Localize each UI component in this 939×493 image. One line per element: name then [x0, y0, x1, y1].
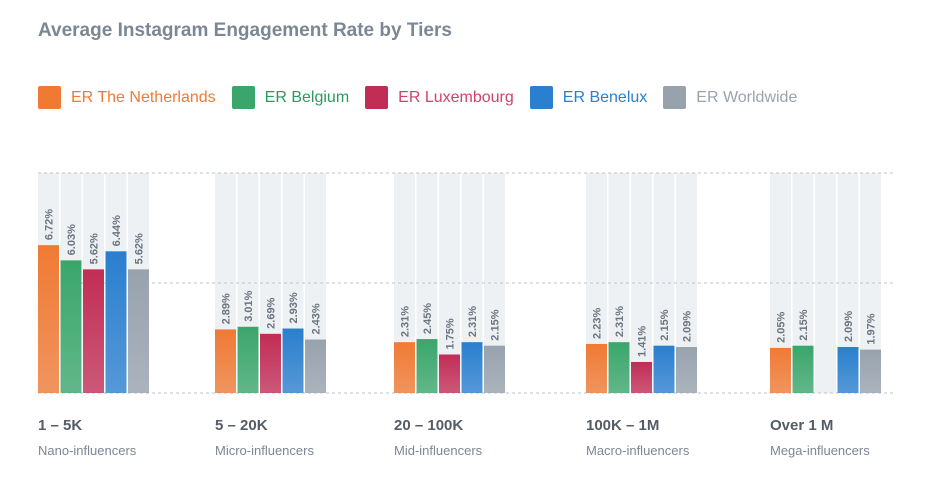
legend-label: ER Luxembourg — [398, 88, 514, 106]
legend-item: ER Belgium — [231, 86, 350, 109]
bar — [260, 333, 281, 393]
bar — [631, 361, 652, 393]
legend-label: ER Benelux — [562, 88, 648, 106]
data-label: 2.43% — [311, 303, 323, 334]
legend-label: ER The Netherlands — [71, 88, 216, 106]
chart-title: Average Instagram Engagement Rate by Tie… — [38, 20, 452, 41]
data-label: 6.03% — [66, 224, 78, 255]
bar — [215, 329, 236, 393]
category-sublabel: Macro-influencers — [586, 443, 690, 458]
bar — [128, 269, 149, 393]
bar-track — [416, 173, 438, 393]
legend-item: ER Worldwide — [663, 86, 797, 109]
bar-track — [770, 173, 791, 393]
category-sublabel: Mid-influencers — [394, 443, 483, 458]
data-label: 2.89% — [221, 293, 233, 324]
data-label: 2.15% — [798, 309, 810, 340]
data-label: 6.44% — [111, 215, 123, 246]
legend: ER The Netherlands ER Belgium ER Luxembour… — [38, 86, 813, 109]
bar — [837, 347, 859, 393]
bar — [586, 343, 607, 393]
category-sublabel: Nano-influencers — [38, 443, 137, 458]
legend-swatch — [529, 86, 553, 109]
bar — [770, 347, 791, 393]
data-label: 5.62% — [89, 233, 101, 264]
bar — [676, 347, 697, 393]
legend-swatch — [38, 86, 61, 109]
bar — [237, 326, 259, 393]
bar — [860, 349, 881, 393]
legend-label: ER Worldwide — [696, 88, 798, 106]
data-label: 1.41% — [637, 326, 649, 357]
legend-label: ER Belgium — [264, 88, 350, 106]
data-label: 1.97% — [866, 313, 878, 344]
data-label: 2.31% — [400, 306, 412, 337]
legend-swatch — [231, 86, 255, 109]
legend-item: ER Benelux — [529, 86, 648, 109]
category-label: 100K – 1M — [586, 417, 659, 434]
category-label: 20 – 100K — [394, 417, 463, 434]
category-label: Over 1 M — [770, 417, 833, 434]
bar — [439, 354, 460, 393]
data-label: 2.69% — [266, 297, 278, 328]
bar — [416, 339, 438, 393]
data-label: 3.01% — [243, 290, 255, 321]
data-label: 2.15% — [490, 309, 502, 340]
data-label: 2.09% — [843, 311, 855, 342]
data-label: 2.09% — [682, 311, 694, 342]
data-label: 6.72% — [44, 209, 56, 240]
legend-swatch — [365, 86, 389, 109]
legend-item: ER Luxembourg — [365, 86, 514, 109]
data-label: 1.75% — [445, 318, 457, 349]
category-label: 5 – 20K — [215, 417, 268, 434]
bar-track — [439, 173, 460, 393]
bar-track — [631, 173, 652, 393]
bar — [60, 260, 82, 393]
bar — [608, 342, 630, 393]
data-label: 2.45% — [422, 303, 434, 334]
data-label: 2.15% — [659, 309, 671, 340]
bar — [305, 339, 326, 393]
data-label: 2.93% — [288, 292, 300, 323]
data-label: 2.05% — [776, 311, 788, 342]
legend-swatch — [663, 86, 687, 109]
category-label: 1 – 5K — [38, 417, 82, 434]
bar-track — [608, 173, 630, 393]
data-label: 2.23% — [592, 308, 604, 339]
bar — [461, 342, 483, 393]
bar — [792, 345, 814, 393]
legend-item: ER The Netherlands — [38, 86, 216, 109]
bar — [83, 269, 104, 393]
data-label: 2.31% — [467, 306, 479, 337]
bar — [653, 345, 675, 393]
bar-track — [860, 173, 881, 393]
bar — [282, 328, 304, 393]
data-label: 2.31% — [614, 306, 626, 337]
category-sublabel: Mega-influencers — [770, 443, 870, 458]
data-label: 5.62% — [134, 233, 146, 264]
bar — [394, 342, 415, 393]
bar — [38, 245, 59, 393]
bar — [105, 251, 127, 393]
bar — [484, 345, 505, 393]
category-sublabel: Micro-influencers — [215, 443, 314, 458]
